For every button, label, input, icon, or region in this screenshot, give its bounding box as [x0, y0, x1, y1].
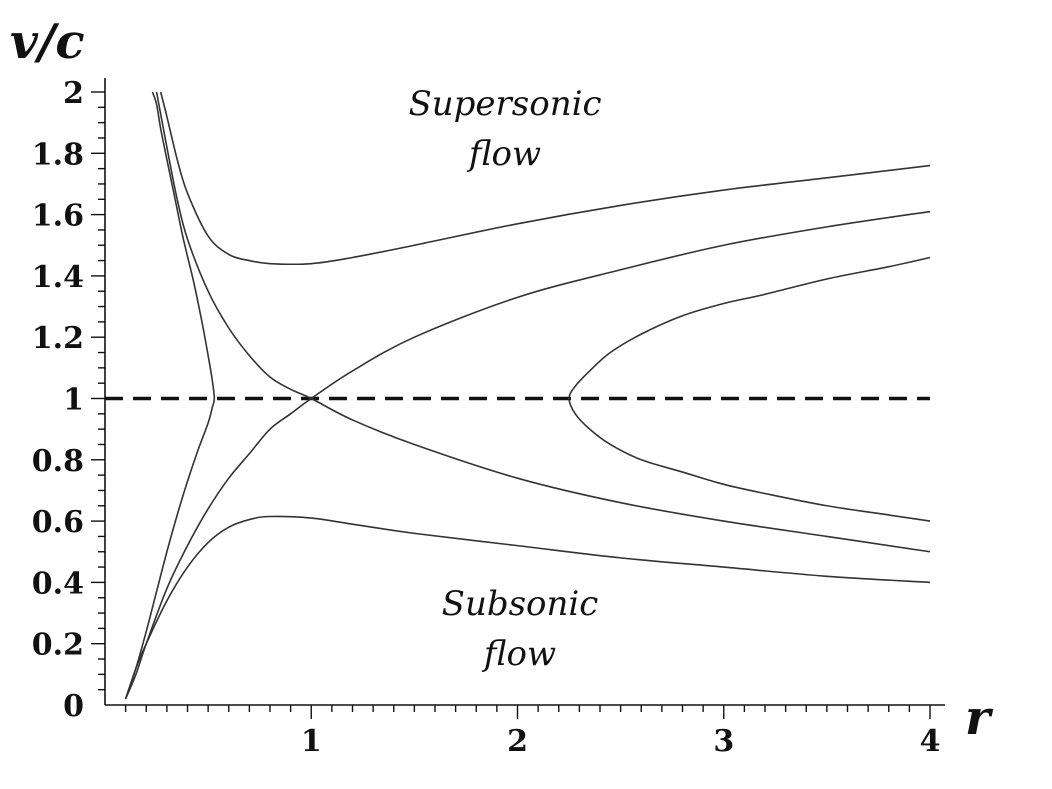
y-tick-label: 0.4: [32, 566, 84, 601]
supersonic-label-line1: Supersonic: [408, 84, 601, 124]
y-axis-title: v/c: [10, 14, 85, 70]
x-tick-label: 1: [301, 724, 322, 759]
subsonic-label-line2: flow: [481, 634, 556, 674]
y-tick-label: 0.2: [32, 628, 84, 663]
flow-curve-3: [124, 210, 931, 700]
flow-curve-4: [155, 91, 931, 553]
tick-labels: 1 2 3 4 0 0.2 0.4 0.6 0.8 1 1.2 1.4 1.6 1.8 2: [32, 76, 941, 759]
x-tick-label: 3: [713, 724, 734, 759]
y-tick-label: 1.6: [32, 199, 84, 234]
x-tick-label: 4: [920, 724, 941, 759]
y-tick-label: 1.2: [32, 321, 84, 356]
y-tick-label: 2: [63, 76, 84, 111]
flow-curve-1: [159, 91, 931, 266]
flow-curve-6: [568, 256, 931, 522]
flow-curve-2: [124, 515, 931, 700]
y-tick-label: 0.8: [32, 444, 84, 479]
flow-curves: [124, 91, 931, 700]
subsonic-label-line1: Subsonic: [442, 584, 599, 624]
x-axis-title: r: [965, 690, 994, 746]
y-tick-label: 1.4: [32, 260, 84, 295]
y-tick-label: 0: [63, 689, 84, 724]
flow-curve-5: [124, 91, 216, 700]
axis-ticks: [91, 91, 931, 719]
supersonic-label-line2: flow: [466, 134, 541, 174]
y-tick-label: 0.6: [32, 505, 84, 540]
y-tick-label: 1.8: [32, 137, 84, 172]
y-tick-label: 1: [63, 383, 84, 418]
x-tick-label: 2: [507, 724, 528, 759]
